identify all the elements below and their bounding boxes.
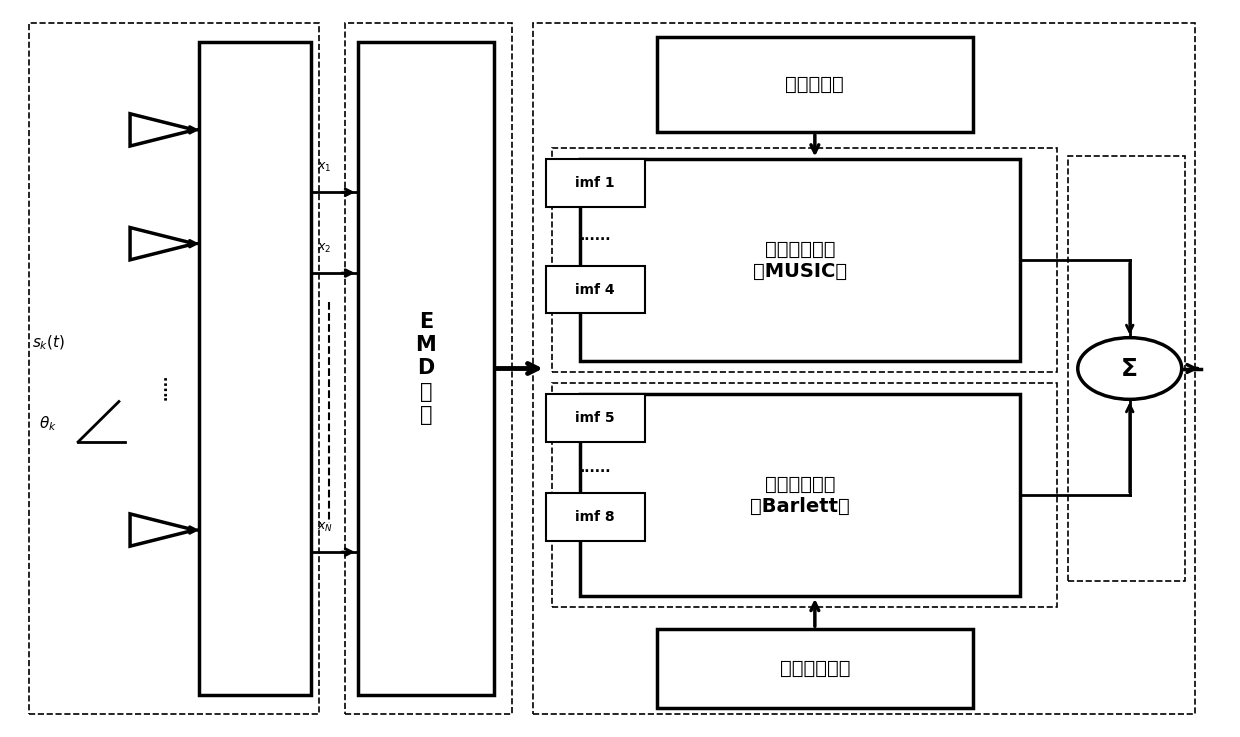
Bar	[1068, 156, 1185, 581]
Bar	[345, 24, 512, 713]
Text: $x_2$: $x_2$	[317, 242, 331, 255]
Text: 延迟一相加法
（Barlett）: 延迟一相加法 （Barlett）	[750, 475, 849, 516]
Bar	[29, 24, 320, 713]
Text: $x_1$: $x_1$	[317, 161, 331, 174]
Bar	[580, 394, 1019, 596]
Text: imf 1: imf 1	[575, 176, 615, 190]
Circle shape	[1078, 338, 1182, 399]
Bar	[657, 629, 972, 708]
Bar	[200, 42, 311, 695]
Text: Σ: Σ	[1121, 357, 1138, 380]
Text: imf 8: imf 8	[575, 510, 615, 524]
Text: 切比雪夫约束: 切比雪夫约束	[780, 660, 851, 678]
Text: $s_k(t)$: $s_k(t)$	[32, 334, 64, 352]
Bar	[533, 24, 1195, 713]
Text: imf 5: imf 5	[575, 411, 615, 425]
Bar	[546, 159, 645, 207]
Bar	[357, 42, 494, 695]
Text: ......: ......	[579, 229, 611, 243]
Text: imf 4: imf 4	[575, 282, 615, 296]
Text: $\theta_k$: $\theta_k$	[40, 414, 57, 433]
Text: $x_N$: $x_N$	[317, 520, 332, 534]
Bar	[580, 159, 1019, 361]
Text: .....: .....	[155, 374, 169, 400]
Bar	[552, 148, 1056, 372]
Text: 粒子群优化: 粒子群优化	[785, 75, 844, 94]
Text: 多信号分类法
（MUSIC）: 多信号分类法 （MUSIC）	[753, 240, 847, 281]
Bar	[657, 37, 972, 132]
Bar	[546, 266, 645, 313]
Bar	[546, 394, 645, 442]
Bar	[552, 383, 1056, 607]
Text: ......: ......	[579, 461, 611, 475]
Text: E
M
D
分
解: E M D 分 解	[415, 312, 436, 425]
Bar	[546, 493, 645, 541]
